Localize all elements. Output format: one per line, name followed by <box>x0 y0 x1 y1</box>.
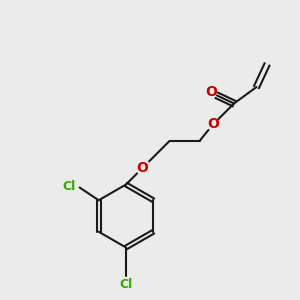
Text: O: O <box>207 118 219 131</box>
Text: Cl: Cl <box>62 179 75 193</box>
Text: O: O <box>136 161 148 175</box>
Text: O: O <box>206 85 218 98</box>
Text: Cl: Cl <box>119 278 133 290</box>
